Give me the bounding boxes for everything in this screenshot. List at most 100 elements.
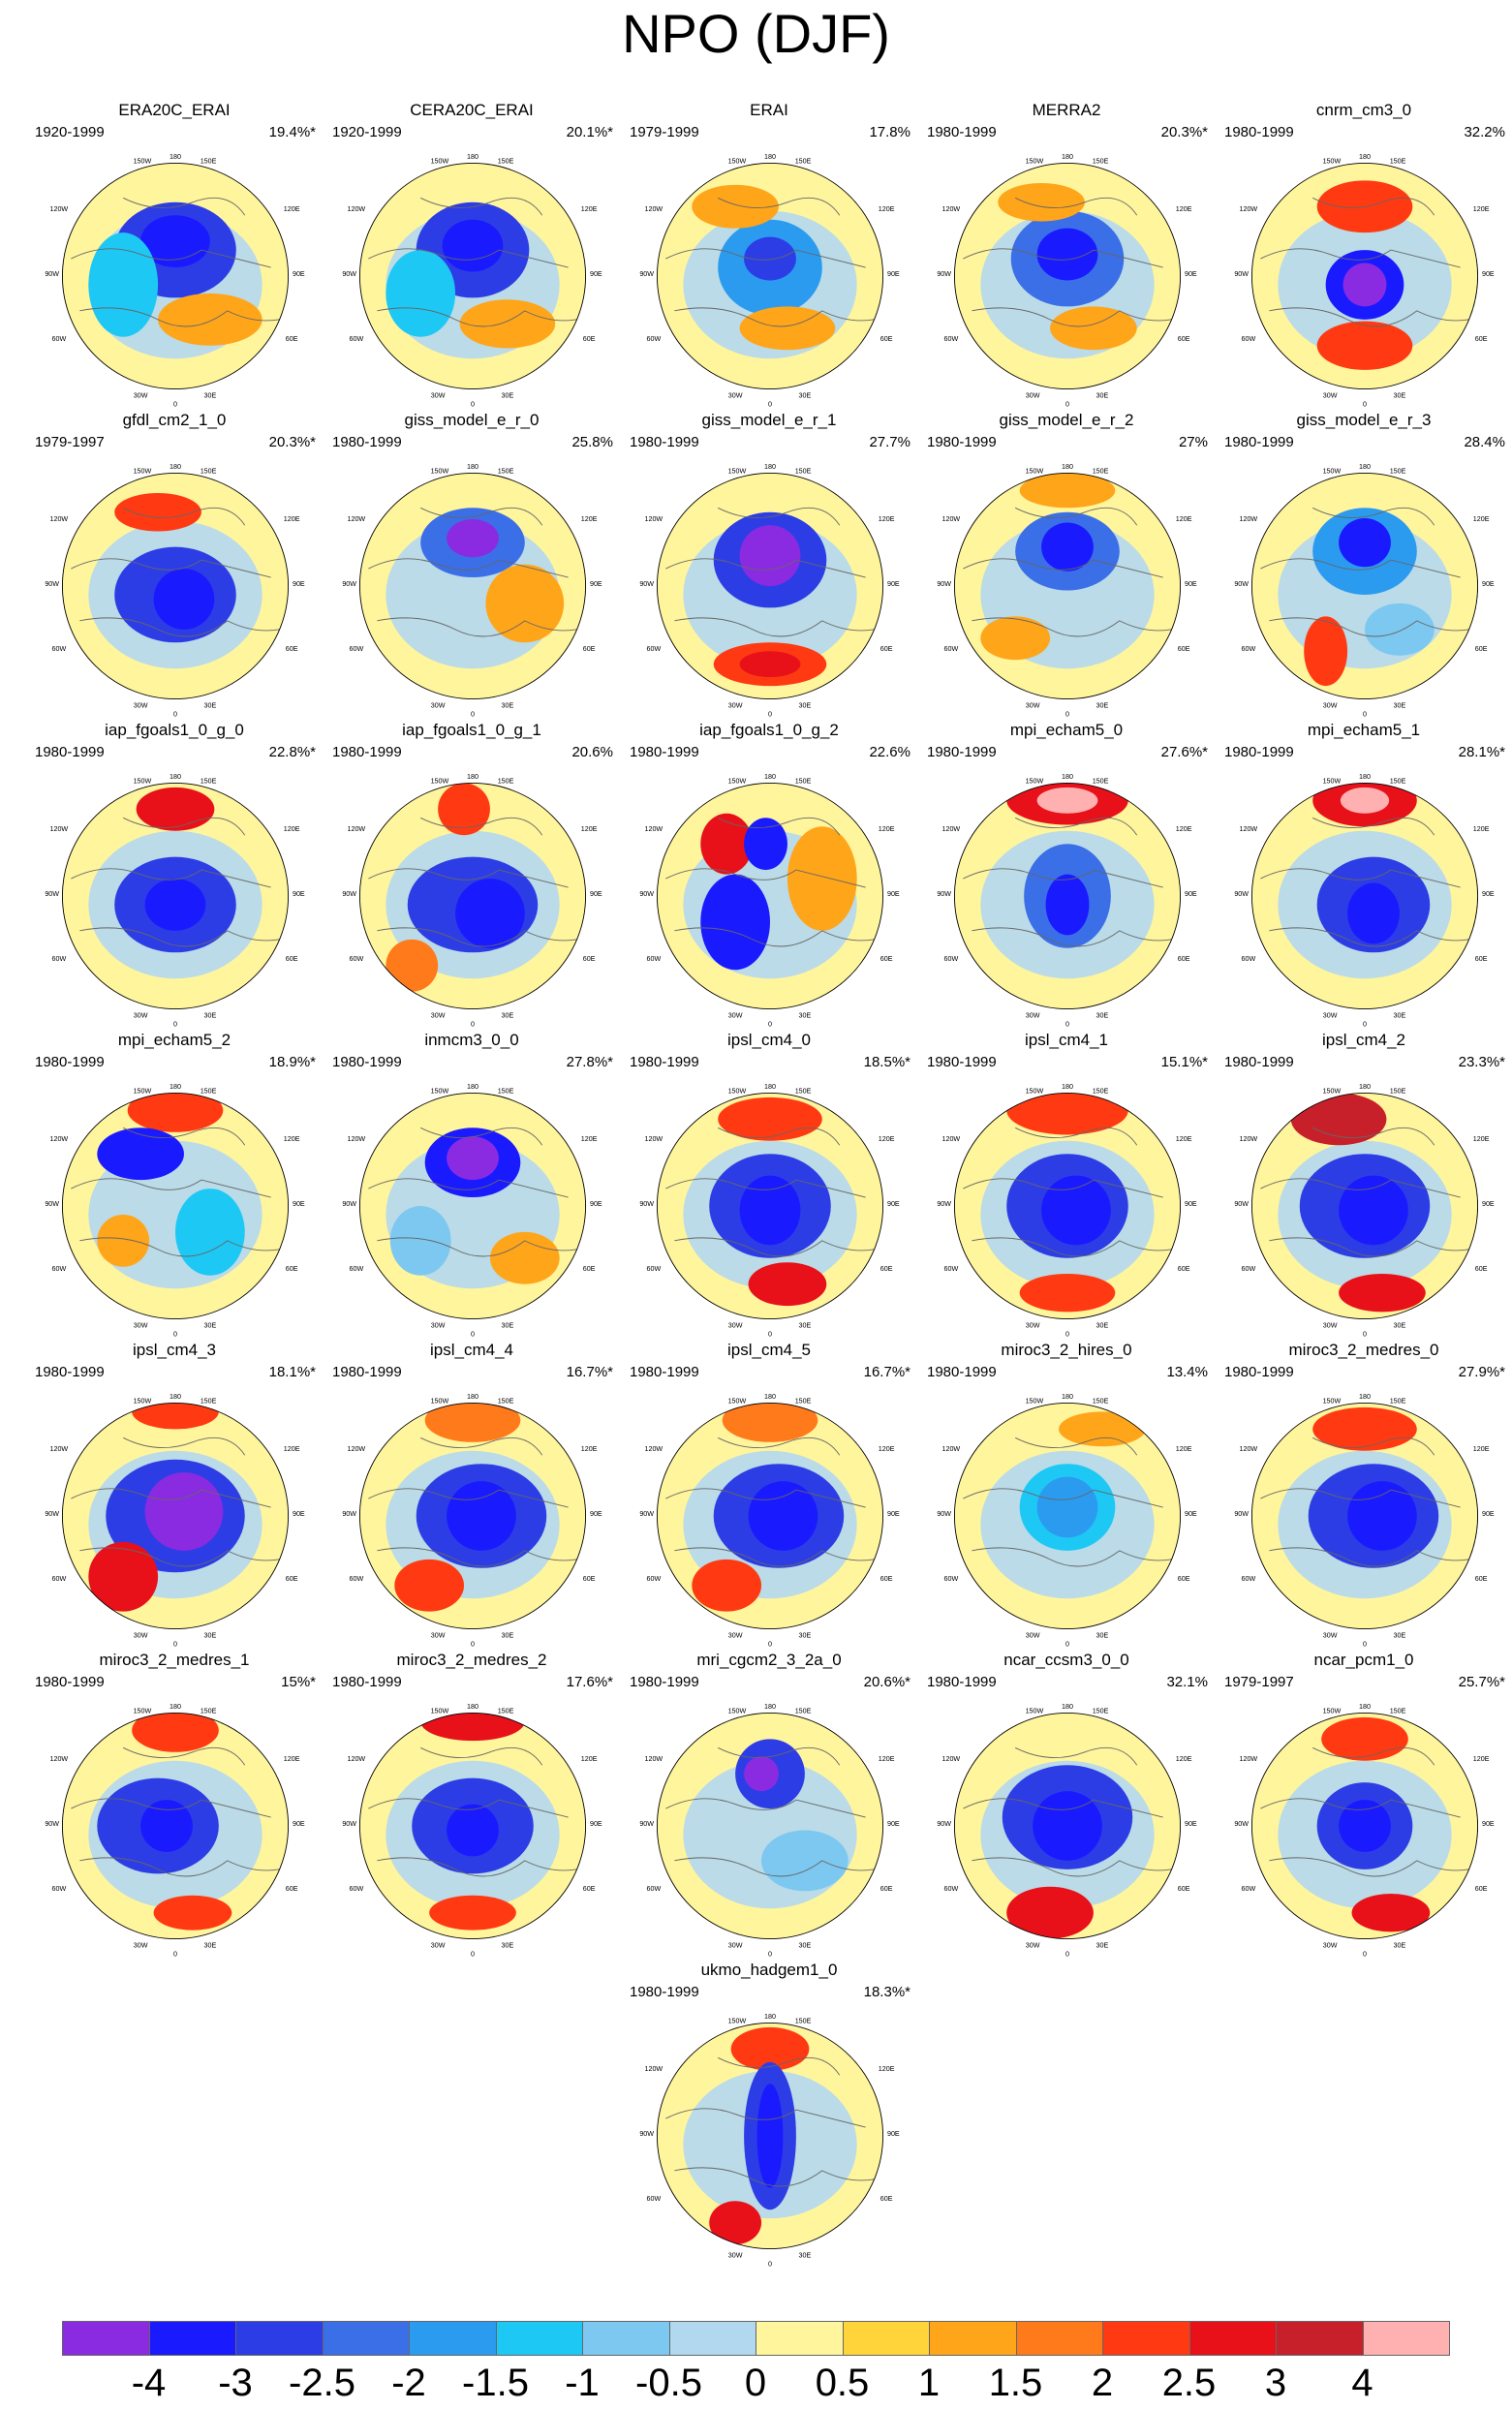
anomaly-region bbox=[1036, 1476, 1098, 1538]
longitude-label: 90E bbox=[293, 1510, 305, 1518]
longitude-label: 120E bbox=[879, 515, 895, 523]
panel-period: 1980-1999 bbox=[1224, 124, 1294, 140]
longitude-label: 30E bbox=[204, 392, 217, 400]
map-boundary bbox=[1250, 782, 1479, 1010]
longitude-label: 180 bbox=[467, 773, 478, 781]
map-panel: gfdl_cm2_1_0 1979-1997 20.3%* 180 150W 150E 12… bbox=[29, 411, 320, 721]
longitude-label: 150E bbox=[201, 1087, 217, 1095]
panel-title: cnrm_cm3_0 bbox=[1315, 101, 1412, 119]
colorbar-segment bbox=[235, 2321, 324, 2356]
longitude-label: 150W bbox=[1026, 1087, 1044, 1095]
longitude-label: 90W bbox=[639, 1820, 654, 1828]
longitude-label: 60E bbox=[1178, 1265, 1190, 1273]
longitude-label: 120W bbox=[644, 825, 663, 833]
longitude-label: 60W bbox=[349, 1885, 363, 1893]
longitude-label: 30W bbox=[728, 1632, 743, 1640]
longitude-label: 60W bbox=[51, 955, 66, 963]
longitude-label: 180 bbox=[764, 463, 776, 471]
longitude-label: 0 bbox=[471, 1641, 475, 1649]
longitude-label: 120W bbox=[644, 205, 663, 213]
longitude-label: 60E bbox=[1475, 1265, 1488, 1273]
longitude-label: 60W bbox=[349, 645, 363, 653]
longitude-label: 0 bbox=[768, 1021, 772, 1029]
longitude-label: 90W bbox=[937, 270, 951, 278]
longitude-label: 120W bbox=[644, 1135, 663, 1143]
longitude-label: 150W bbox=[1323, 157, 1342, 165]
longitude-label: 90E bbox=[1185, 580, 1197, 588]
longitude-label: 120E bbox=[1473, 1135, 1490, 1143]
longitude-label: 30E bbox=[799, 392, 812, 400]
anomaly-region bbox=[447, 1481, 516, 1551]
longitude-label: 120E bbox=[1473, 825, 1490, 833]
panel-title: iap_fgoals1_0_g_2 bbox=[699, 721, 839, 739]
colorbar-tick-label: 0 bbox=[744, 2362, 767, 2404]
longitude-label: 30E bbox=[799, 1322, 812, 1330]
longitude-label: 60E bbox=[880, 1265, 893, 1273]
anomaly-region bbox=[739, 306, 836, 351]
anomaly-region bbox=[153, 1895, 232, 1931]
anomaly-region bbox=[1339, 1273, 1426, 1313]
longitude-label: 30E bbox=[799, 1012, 812, 1020]
colorbar-segment bbox=[1015, 2321, 1103, 2356]
longitude-label: 30W bbox=[1323, 702, 1338, 710]
anomaly-region bbox=[739, 1175, 801, 1246]
anomaly-region bbox=[88, 232, 159, 337]
polar-map: 180 150W 150E 120W 120E 90W 90E 60W 60E 30W 30E 0 bbox=[937, 1703, 1197, 1959]
colorbar-tick-label: 3 bbox=[1264, 2362, 1287, 2404]
map-boundary bbox=[358, 162, 587, 390]
polar-map: 180 150W 150E 120W 120E 90W 90E 60W 60E 30W 30E 0 bbox=[1234, 1703, 1495, 1959]
longitude-label: 180 bbox=[764, 1393, 776, 1401]
panel-title: ERAI bbox=[750, 101, 788, 119]
anomaly-region bbox=[1339, 1175, 1408, 1246]
anomaly-region bbox=[489, 1231, 560, 1284]
longitude-label: 60W bbox=[943, 1265, 958, 1273]
longitude-label: 0 bbox=[1065, 1331, 1069, 1339]
coastline bbox=[665, 1127, 875, 1257]
anomaly-region bbox=[447, 1136, 499, 1181]
longitude-label: 150E bbox=[1093, 1397, 1109, 1405]
polar-map: 180 150W 150E 120W 120E 90W 90E 60W 60E 30W 30E 0 bbox=[342, 1393, 602, 1649]
longitude-label: 30E bbox=[1096, 702, 1109, 710]
longitude-label: 90W bbox=[1234, 1820, 1249, 1828]
map-boundary bbox=[358, 1402, 587, 1630]
map-panel: ERA20C_ERAI 1920-1999 19.4%* 180 150W 150E 120… bbox=[29, 101, 320, 411]
map-boundary bbox=[953, 1402, 1182, 1630]
panel-title: MERRA2 bbox=[1032, 101, 1101, 119]
panel-title: miroc3_2_hires_0 bbox=[1001, 1341, 1132, 1359]
map-boundary bbox=[1250, 1092, 1479, 1320]
anomaly-region bbox=[144, 879, 206, 931]
map-boundary bbox=[61, 472, 290, 700]
coastline bbox=[71, 817, 280, 947]
panel-period: 1980-1999 bbox=[630, 1674, 699, 1690]
coastline bbox=[1260, 1127, 1469, 1257]
longitude-label: 120W bbox=[644, 515, 663, 523]
anomaly-region bbox=[175, 1189, 245, 1276]
map-boundary bbox=[358, 1092, 587, 1320]
panel-period: 1980-1999 bbox=[1224, 744, 1294, 760]
longitude-label: 60W bbox=[646, 1885, 661, 1893]
longitude-label: 30E bbox=[502, 1012, 514, 1020]
polar-map: 180 150W 150E 120W 120E 90W 90E 60W 60E 30W 30E 0 bbox=[342, 773, 602, 1029]
longitude-label: 60W bbox=[51, 1885, 66, 1893]
map-boundary bbox=[656, 162, 884, 390]
map-panel: ipsl_cm4_4 1980-1999 16.7%* 180 150W 150E 120W… bbox=[326, 1341, 617, 1651]
coastline bbox=[665, 507, 875, 637]
longitude-label: 180 bbox=[170, 153, 181, 161]
panel-title: ipsl_cm4_2 bbox=[1322, 1031, 1405, 1049]
longitude-label: 150E bbox=[795, 157, 812, 165]
longitude-label: 180 bbox=[1062, 1703, 1073, 1711]
longitude-label: 150E bbox=[1390, 1087, 1406, 1095]
colorbar-tick-label: 0.5 bbox=[815, 2362, 870, 2404]
longitude-label: 0 bbox=[471, 1331, 475, 1339]
anomaly-region bbox=[722, 1403, 818, 1442]
longitude-label: 150E bbox=[498, 777, 514, 785]
polar-map: 180 150W 150E 120W 120E 90W 90E 60W 60E 30W 30E 0 bbox=[937, 773, 1197, 1029]
longitude-label: 120W bbox=[1239, 205, 1257, 213]
coastline bbox=[71, 197, 280, 327]
anomaly-region bbox=[386, 939, 439, 992]
panel-period: 1980-1999 bbox=[927, 434, 997, 450]
longitude-label: 30E bbox=[799, 2252, 812, 2260]
map-boundary bbox=[656, 1092, 884, 1320]
longitude-label: 120W bbox=[49, 205, 68, 213]
polar-map: 180 150W 150E 120W 120E 90W 90E 60W 60E 30W 30E 0 bbox=[45, 1703, 305, 1959]
